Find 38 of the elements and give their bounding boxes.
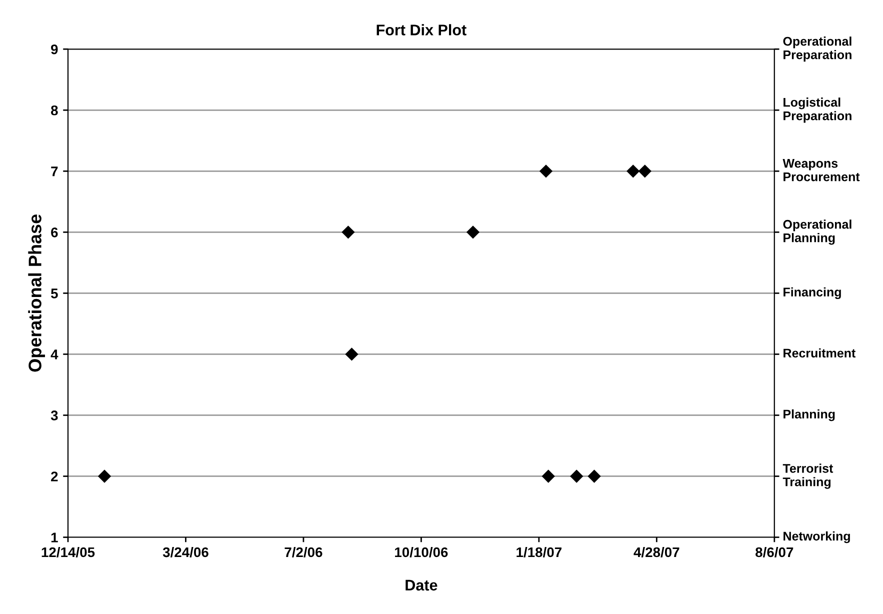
- y-tick-label: 9: [51, 44, 58, 54]
- point: [345, 348, 358, 361]
- y-tick-label: 3: [50, 410, 58, 420]
- text: Operational Preparation: [783, 36, 852, 62]
- x-tick-label: 1/18/07: [516, 546, 562, 558]
- x-tick-label: 3/24/06: [162, 546, 208, 558]
- text: Operational Planning: [783, 220, 852, 245]
- x-tick-label: 4/28/07: [634, 546, 680, 558]
- text: Planning: [784, 409, 835, 422]
- y-tick-label: 6: [51, 228, 58, 238]
- point: [466, 226, 480, 239]
- point: [98, 470, 112, 483]
- text: Networking: [784, 531, 850, 544]
- text: Logistical Preparation: [784, 98, 852, 123]
- point: [570, 470, 584, 483]
- point: [626, 164, 640, 178]
- point: [638, 164, 652, 178]
- text: Recruitment: [784, 348, 856, 358]
- text: Terrorist Training: [782, 464, 834, 489]
- text: Weapons Procurement: [782, 159, 860, 182]
- x-tick-label: 12/14/05: [42, 546, 95, 558]
- y-tick-label: 4: [50, 350, 58, 360]
- x-axis-title: Date: [406, 580, 438, 591]
- y-tick-label: 2: [51, 472, 58, 482]
- point: [542, 470, 555, 483]
- point: [539, 164, 553, 178]
- y-axis-title: Operational Phase: [28, 214, 45, 372]
- y-tick-label: 8: [50, 105, 58, 116]
- x-tick-label: 7/2/06: [284, 546, 322, 558]
- y-tick-label: 7: [51, 166, 58, 176]
- point: [588, 470, 601, 483]
- chart-title: Fort Dix Plot: [376, 24, 466, 36]
- x-tick-label: 8/6/07: [756, 546, 794, 558]
- y-tick-label: 5: [50, 288, 58, 298]
- text: Financing: [784, 287, 841, 300]
- x-tick-label: 10/10/06: [395, 546, 448, 558]
- y-tick-label: 1: [51, 532, 58, 542]
- point: [342, 226, 355, 239]
